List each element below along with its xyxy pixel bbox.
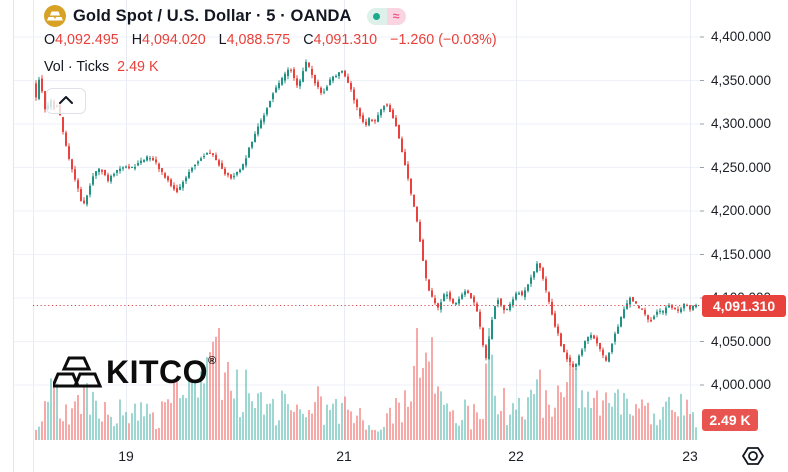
- price-axis-label: 4,150.000: [711, 246, 772, 262]
- registered-mark: ®: [208, 355, 217, 367]
- gold-bars-icon: [44, 5, 66, 27]
- market-open-dot-icon: [366, 7, 387, 25]
- time-axis[interactable]: 19 21 22 23: [0, 440, 788, 472]
- open-label: O: [44, 32, 56, 48]
- low-label: L: [218, 32, 227, 48]
- volume-label: Vol · Ticks: [44, 59, 110, 75]
- price-axis-label: 4,000.000: [711, 377, 772, 392]
- kitco-gold-bars-icon: [50, 354, 103, 395]
- symbol-title[interactable]: Gold Spot / U.S. Dollar · 5 · OANDA: [73, 6, 352, 25]
- time-axis-label: 21: [336, 448, 352, 464]
- time-axis-label: 23: [682, 448, 698, 464]
- volume-row: Vol · Ticks 2.49 K: [44, 59, 159, 75]
- kitco-brand-text: KITCO: [106, 354, 209, 390]
- price-axis-label: 4,300.000: [711, 116, 772, 131]
- open-value: 4,092.495: [55, 32, 119, 48]
- price-axis-label: 4,200.000: [711, 203, 772, 218]
- price-axis-label: 4,250.000: [711, 159, 772, 175]
- market-status-badge[interactable]: ≈: [366, 7, 406, 25]
- low-value: 4,088.575: [226, 32, 291, 48]
- close-value: 4,091.310: [313, 32, 378, 48]
- high-value: 4,094.020: [142, 32, 206, 48]
- symbol-header: Gold Spot / U.S. Dollar · 5 · OANDA ≈: [44, 5, 406, 27]
- ohlc-row: O4,092.495 H4,094.020 L4,088.575 C4,091.…: [44, 32, 497, 48]
- price-axis-label: 4,350.000: [711, 72, 772, 88]
- high-label: H: [131, 32, 143, 48]
- last-volume-label: 2.49 K: [702, 409, 758, 431]
- kitco-logo: KITCO ®: [50, 354, 217, 395]
- time-axis-label: 19: [118, 448, 134, 464]
- last-price-label: 4,091.310: [702, 295, 786, 317]
- time-axis-label: 22: [508, 448, 524, 464]
- approx-price-icon: ≈: [386, 7, 406, 25]
- price-axis-label: 4,400.000: [711, 29, 772, 44]
- chevron-up-icon: [54, 93, 78, 110]
- pane-settings-icon[interactable]: [737, 444, 769, 468]
- volume-value: 2.49 K: [117, 59, 159, 75]
- collapse-toolbar-button[interactable]: [46, 88, 86, 114]
- change-value: −1.260 (−0.03%): [390, 32, 497, 48]
- price-axis-label: 4,050.000: [711, 333, 772, 349]
- close-label: C: [303, 32, 314, 48]
- price-axis[interactable]: 4,400.000 4,350.000 4,300.000 4,250.000 4,20…: [700, 0, 788, 440]
